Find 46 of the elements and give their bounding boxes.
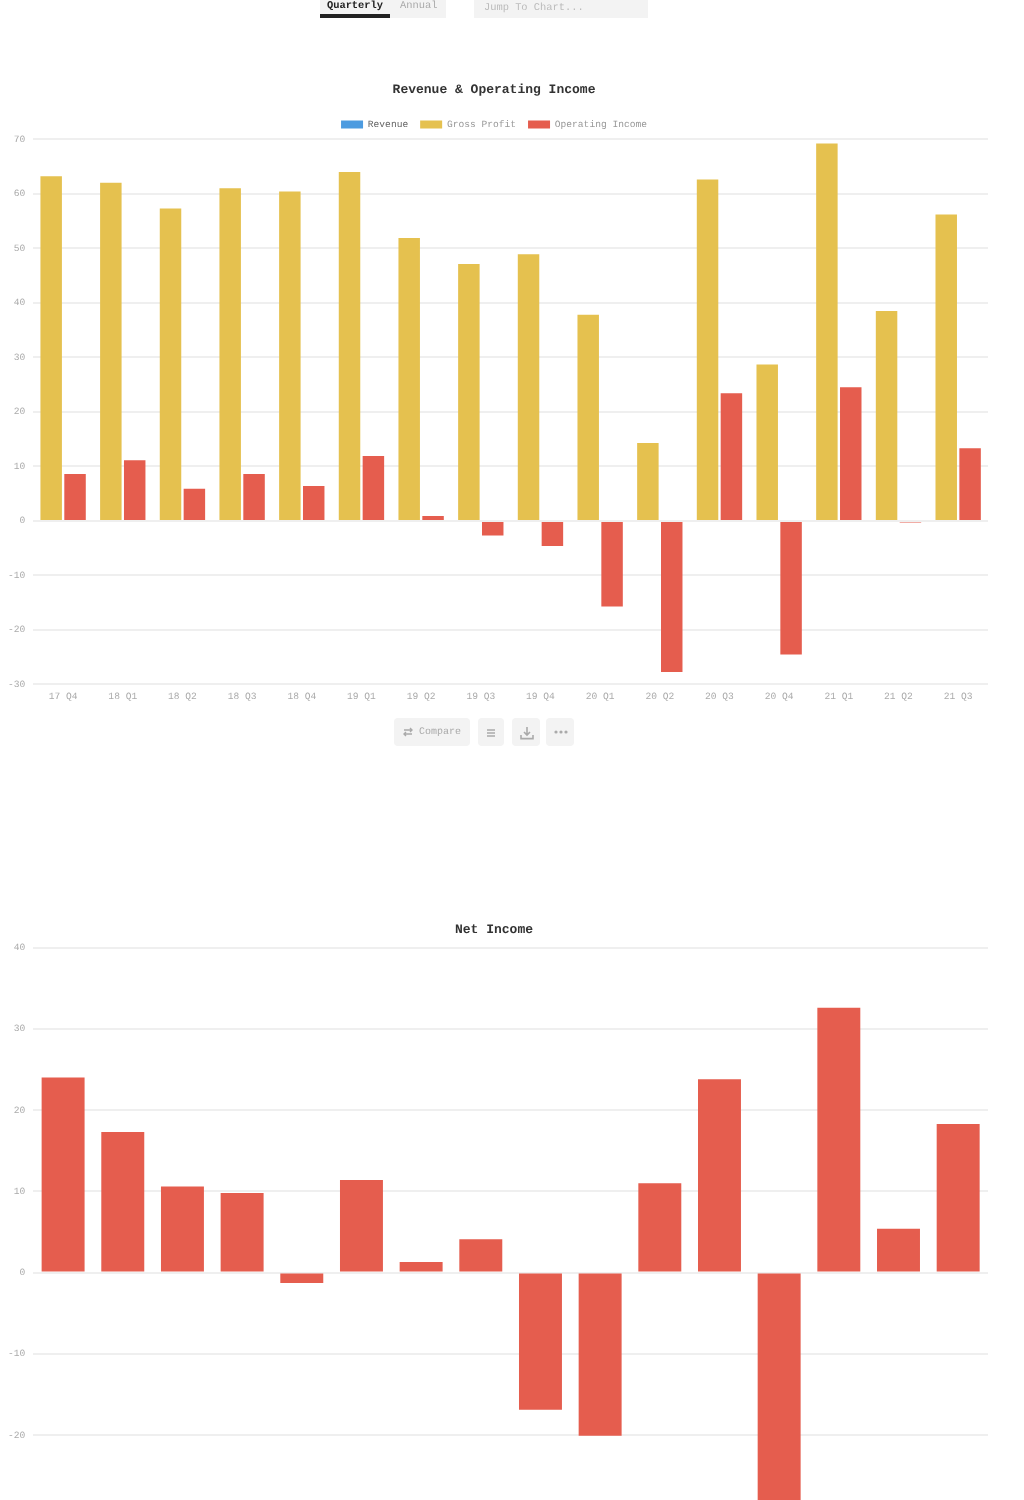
bar (398, 237, 420, 520)
bar (757, 1273, 801, 1500)
bar (875, 310, 898, 520)
bar (756, 364, 778, 520)
bar (481, 521, 504, 536)
bar (220, 1192, 264, 1272)
bar (243, 474, 265, 520)
bar (40, 176, 62, 520)
bar (459, 1239, 503, 1272)
bar (541, 521, 564, 546)
bar (183, 488, 206, 520)
bar (123, 460, 146, 520)
bar (518, 1273, 562, 1410)
bar (877, 1228, 920, 1272)
bar (578, 1273, 622, 1436)
bar (339, 1179, 383, 1272)
bar (601, 521, 623, 607)
bar (959, 448, 981, 520)
bar (637, 442, 659, 520)
bar (935, 214, 957, 520)
bar (936, 1123, 980, 1272)
bar (399, 1261, 443, 1272)
bar (100, 182, 122, 520)
bar (101, 1132, 145, 1272)
bar (517, 254, 540, 520)
bar (817, 1007, 861, 1272)
bar (840, 387, 862, 520)
bar (160, 1186, 204, 1272)
bar (338, 171, 361, 520)
bar (280, 1273, 324, 1284)
bar (219, 188, 241, 520)
bar (64, 474, 86, 520)
bar (696, 179, 719, 520)
bar (279, 191, 301, 520)
bar (661, 521, 683, 672)
bar (159, 208, 182, 520)
bar (458, 264, 480, 520)
bar (816, 143, 838, 520)
bar (780, 521, 802, 655)
bar (41, 1077, 85, 1272)
bar (362, 456, 385, 520)
bar (302, 486, 325, 520)
bar (698, 1079, 741, 1272)
bar (638, 1183, 682, 1272)
bar (577, 314, 599, 520)
bar (720, 393, 743, 520)
